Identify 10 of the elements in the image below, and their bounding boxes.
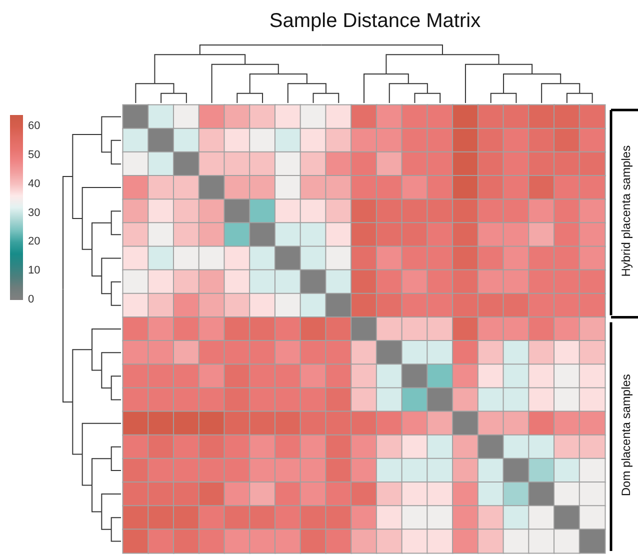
- color-bar-label: 0: [28, 294, 34, 306]
- color-bar-label: 50: [28, 148, 40, 161]
- color-bar-label: 10: [28, 264, 40, 277]
- color-bar-label: 60: [28, 120, 40, 132]
- text: Dom placenta samples: [619, 374, 633, 496]
- text: Hybrid placenta samples: [619, 145, 633, 277]
- chart-title: Sample Distance Matrix: [269, 10, 481, 32]
- color-bar-label: 30: [28, 206, 40, 219]
- color-bar-label: 40: [28, 178, 40, 190]
- color-bar-label: 20: [28, 236, 40, 248]
